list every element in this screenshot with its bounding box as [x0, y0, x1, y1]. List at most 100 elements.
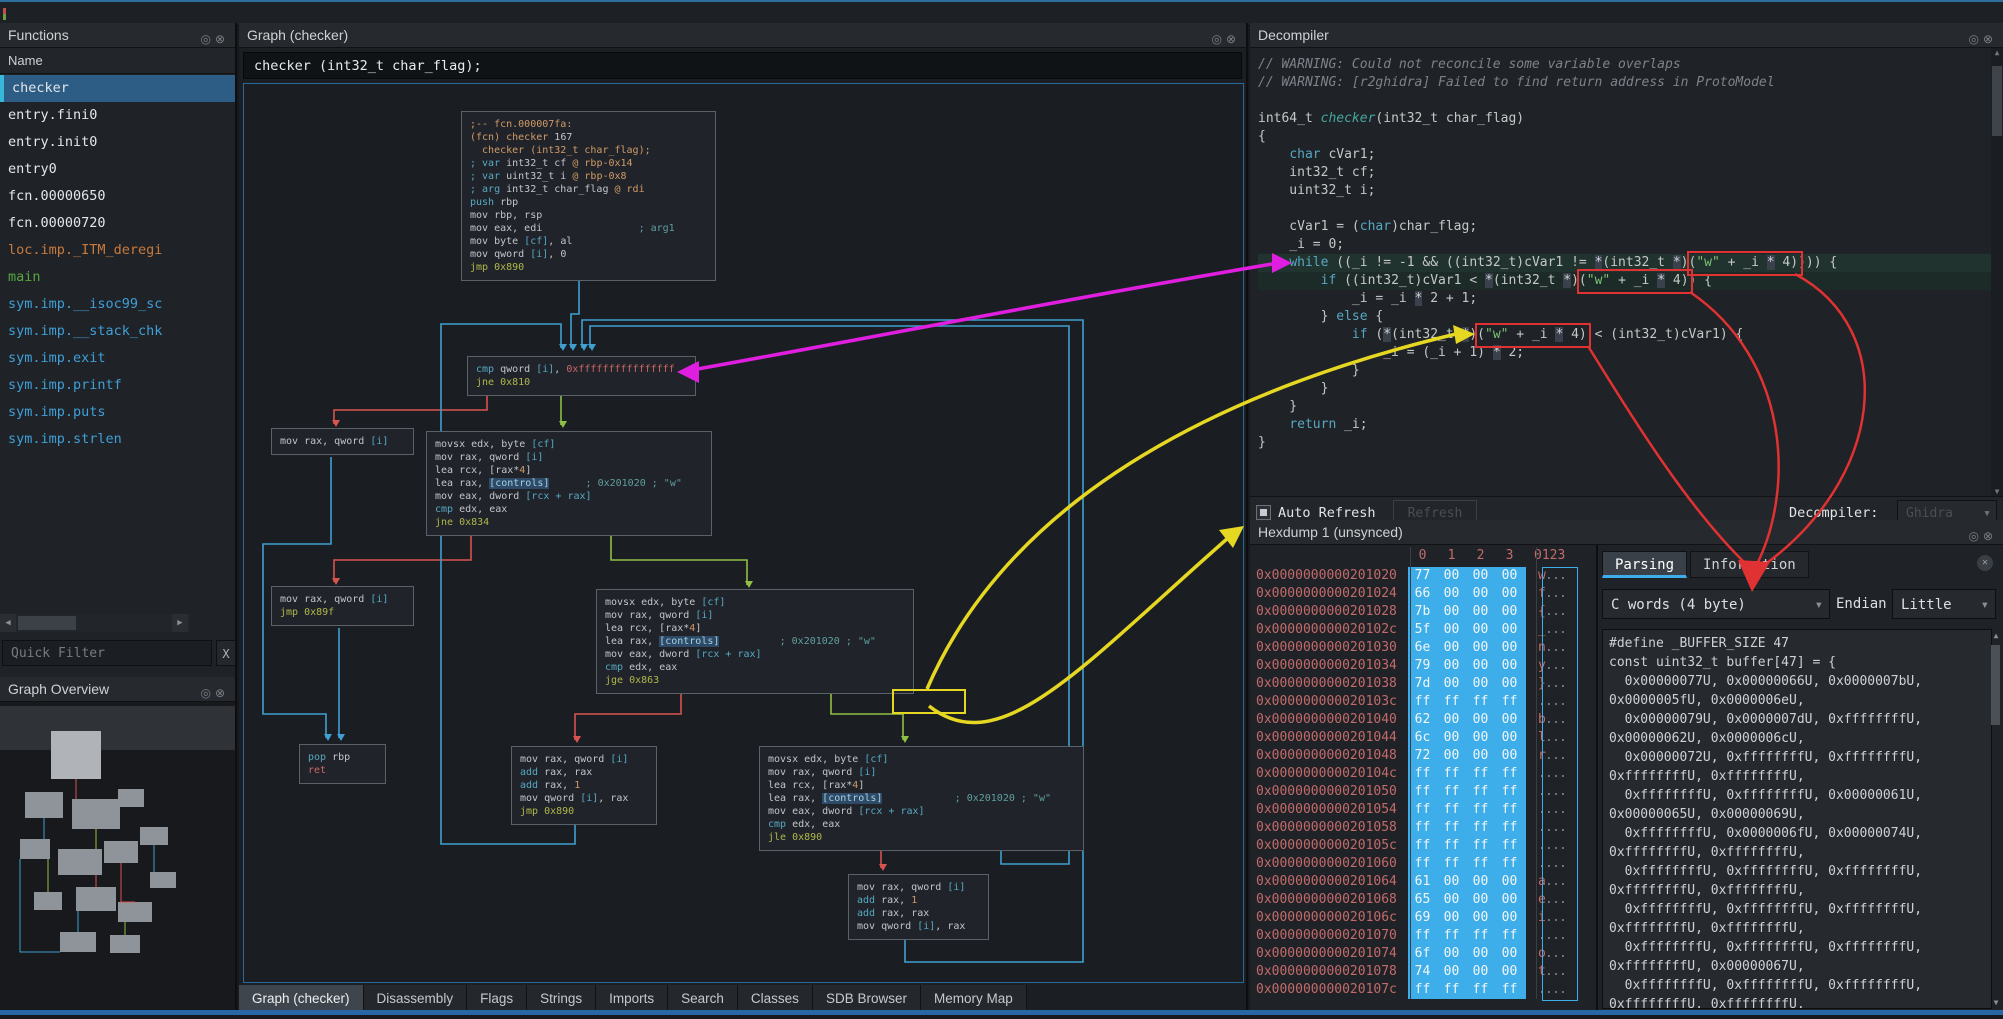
- hex-row[interactable]: 0x0000000000201070ffffffff....: [1250, 927, 1594, 945]
- hex-row[interactable]: 0x0000000000201054ffffffff....: [1250, 801, 1594, 819]
- endian-select[interactable]: Little ▾: [1892, 589, 1996, 619]
- hexdump-rows[interactable]: 0x000000000020102077000000w...0x00000000…: [1250, 567, 1594, 999]
- functions-list[interactable]: checkerentry.fini0entry.init0entry0fcn.0…: [0, 75, 235, 453]
- function-item[interactable]: fcn.00000650: [0, 183, 235, 210]
- graph-overview-minimap[interactable]: [0, 702, 235, 1015]
- graph-block-inc-2[interactable]: mov rax, qword [i]add rax, 1add rax, rax…: [848, 874, 989, 940]
- undock-icon[interactable]: ◎: [1968, 529, 1982, 543]
- hex-row[interactable]: 0x000000000020105cffffffff....: [1250, 837, 1594, 855]
- function-item[interactable]: entry.init0: [0, 129, 235, 156]
- graph-block-cmp-jge863[interactable]: movsx edx, byte [cf]mov rax, qword [i]le…: [596, 589, 914, 694]
- scrollbar-thumb[interactable]: [18, 616, 76, 630]
- hex-row[interactable]: 0x000000000020102077000000w...: [1250, 567, 1594, 585]
- graph-block-cmp-jle890[interactable]: movsx edx, byte [cf]mov rax, qword [i]le…: [759, 746, 1084, 851]
- hex-row[interactable]: 0x00000000002010746f000000o...: [1250, 945, 1594, 963]
- function-item[interactable]: fcn.00000720: [0, 210, 235, 237]
- graph-block-ret[interactable]: pop rbpret: [299, 744, 386, 784]
- tab-memory-map[interactable]: Memory Map: [921, 985, 1027, 1013]
- undock-icon[interactable]: ◎: [1968, 32, 1982, 46]
- function-item[interactable]: sym.imp.strlen: [0, 426, 235, 453]
- decompiler-panel-header[interactable]: Decompiler ◎⊗: [1250, 23, 2003, 48]
- parsing-scrollbar[interactable]: ▲ ▼: [1990, 631, 2002, 1007]
- auto-refresh-checkbox[interactable]: [1256, 505, 1271, 520]
- hexdump-view[interactable]: 0 1 2 3 0123 0x000000000020102077000000w…: [1250, 545, 1594, 1015]
- tab-strings[interactable]: Strings: [527, 985, 596, 1013]
- hex-row[interactable]: 0x00000000002010306e000000n...: [1250, 639, 1594, 657]
- format-select[interactable]: C words (4 byte) ▾: [1602, 589, 1830, 619]
- tab-flags[interactable]: Flags: [467, 985, 527, 1013]
- function-item[interactable]: entry0: [0, 156, 235, 183]
- function-item[interactable]: sym.imp.__stack_chk: [0, 318, 235, 345]
- hex-row[interactable]: 0x00000000002010287b000000{...: [1250, 603, 1594, 621]
- graph-block-cmp-jne834[interactable]: movsx edx, byte [cf]mov rax, qword [i]le…: [426, 431, 712, 536]
- undock-icon[interactable]: ◎: [200, 32, 214, 46]
- scrollbar-thumb[interactable]: [1992, 66, 2002, 136]
- hex-row[interactable]: 0x000000000020103cffffffff....: [1250, 693, 1594, 711]
- function-item[interactable]: entry.fini0: [0, 102, 235, 129]
- tab-imports[interactable]: Imports: [596, 985, 668, 1013]
- scrollbar-thumb[interactable]: [1991, 645, 2000, 725]
- function-item[interactable]: loc.imp._ITM_deregi: [0, 237, 235, 264]
- function-item[interactable]: sym.imp.printf: [0, 372, 235, 399]
- hex-row[interactable]: 0x0000000000201058ffffffff....: [1250, 819, 1594, 837]
- hex-row[interactable]: 0x000000000020107cffffffff....: [1250, 981, 1594, 999]
- graph-block-cmp[interactable]: cmp qword [i], 0xffffffffffffffffjne 0x8…: [467, 356, 696, 396]
- tab-information[interactable]: Information: [1690, 551, 1809, 578]
- column-divider[interactable]: [1536, 547, 1537, 999]
- close-icon[interactable]: ⊗: [1226, 32, 1240, 46]
- hex-row[interactable]: 0x000000000020102466000000f...: [1250, 585, 1594, 603]
- hex-row[interactable]: 0x000000000020103479000000y...: [1250, 657, 1594, 675]
- undock-icon[interactable]: ◎: [1211, 32, 1225, 46]
- functions-horizontal-scrollbar[interactable]: ◀ ▶: [0, 614, 190, 632]
- function-item[interactable]: main: [0, 264, 235, 291]
- hex-row[interactable]: 0x000000000020106865000000e...: [1250, 891, 1594, 909]
- hexdump-panel-header[interactable]: Hexdump 1 (unsynced) ◎⊗: [1250, 520, 2003, 545]
- close-icon[interactable]: ⊗: [215, 686, 229, 700]
- graph-block-entry[interactable]: ;-- fcn.000007fa:(fcn) checker 167 check…: [461, 111, 716, 281]
- function-signature[interactable]: checker (int32_t char_flag);: [243, 52, 1242, 79]
- graph-overview-header[interactable]: Graph Overview ◎⊗: [0, 677, 235, 702]
- graph-panel-header[interactable]: Graph (checker) ◎⊗: [239, 23, 1246, 48]
- undock-icon[interactable]: ◎: [200, 686, 214, 700]
- function-item[interactable]: sym.imp.puts: [0, 399, 235, 426]
- close-icon[interactable]: ⊗: [1983, 32, 1997, 46]
- hex-row[interactable]: 0x00000000002010446c000000l...: [1250, 729, 1594, 747]
- tab-classes[interactable]: Classes: [738, 985, 813, 1013]
- graph-block-inc-1[interactable]: mov rax, qword [i]add rax, raxadd rax, 1…: [511, 746, 657, 825]
- tab-disassembly[interactable]: Disassembly: [364, 985, 468, 1013]
- hex-row[interactable]: 0x0000000000201050ffffffff....: [1250, 783, 1594, 801]
- tab-parsing[interactable]: Parsing: [1602, 551, 1687, 578]
- graph-block-mov-left-1[interactable]: mov rax, qword [i]: [271, 428, 414, 455]
- quick-filter-clear-button[interactable]: X: [216, 640, 236, 666]
- decompiler-scrollbar[interactable]: ▲ ▼: [1991, 48, 2003, 498]
- decompiled-code[interactable]: // WARNING: Could not reconcile some var…: [1250, 48, 1991, 496]
- close-icon[interactable]: ✕: [1977, 555, 1993, 571]
- hex-row[interactable]: 0x000000000020104cffffffff....: [1250, 765, 1594, 783]
- functions-column-header[interactable]: Name: [0, 48, 235, 74]
- tab-sdb-browser[interactable]: SDB Browser: [813, 985, 921, 1013]
- column-divider[interactable]: [1410, 547, 1411, 999]
- code-line: }: [1258, 380, 1991, 398]
- graph-block-mov-left-2[interactable]: mov rax, qword [i]jmp 0x89f: [271, 586, 414, 626]
- parsed-buffer-text[interactable]: #define _BUFFER_SIZE 47const uint32_t bu…: [1602, 629, 1992, 1009]
- functions-panel-header[interactable]: Functions ◎⊗: [0, 23, 235, 48]
- scroll-left-icon[interactable]: ◀: [0, 614, 16, 632]
- function-item[interactable]: sym.imp.exit: [0, 345, 235, 372]
- quick-filter-input[interactable]: Quick Filter: [2, 640, 212, 666]
- hex-row[interactable]: 0x000000000020106461000000a...: [1250, 873, 1594, 891]
- close-icon[interactable]: ⊗: [215, 32, 229, 46]
- hex-row[interactable]: 0x000000000020107874000000t...: [1250, 963, 1594, 981]
- hex-row[interactable]: 0x00000000002010387d000000}...: [1250, 675, 1594, 693]
- close-icon[interactable]: ⊗: [1983, 529, 1997, 543]
- function-item[interactable]: checker: [0, 75, 235, 102]
- hex-row[interactable]: 0x000000000020104062000000b...: [1250, 711, 1594, 729]
- tab-search[interactable]: Search: [668, 985, 738, 1013]
- hex-row[interactable]: 0x000000000020102c5f000000_...: [1250, 621, 1594, 639]
- hex-row[interactable]: 0x0000000000201060ffffffff....: [1250, 855, 1594, 873]
- scroll-right-icon[interactable]: ▶: [172, 614, 188, 632]
- graph-canvas[interactable]: ;-- fcn.000007fa:(fcn) checker 167 check…: [243, 83, 1244, 983]
- hex-row[interactable]: 0x000000000020104872000000r...: [1250, 747, 1594, 765]
- function-item[interactable]: sym.imp.__isoc99_sc: [0, 291, 235, 318]
- hex-row[interactable]: 0x000000000020106c69000000i...: [1250, 909, 1594, 927]
- tab-graph-checker-[interactable]: Graph (checker): [239, 985, 364, 1013]
